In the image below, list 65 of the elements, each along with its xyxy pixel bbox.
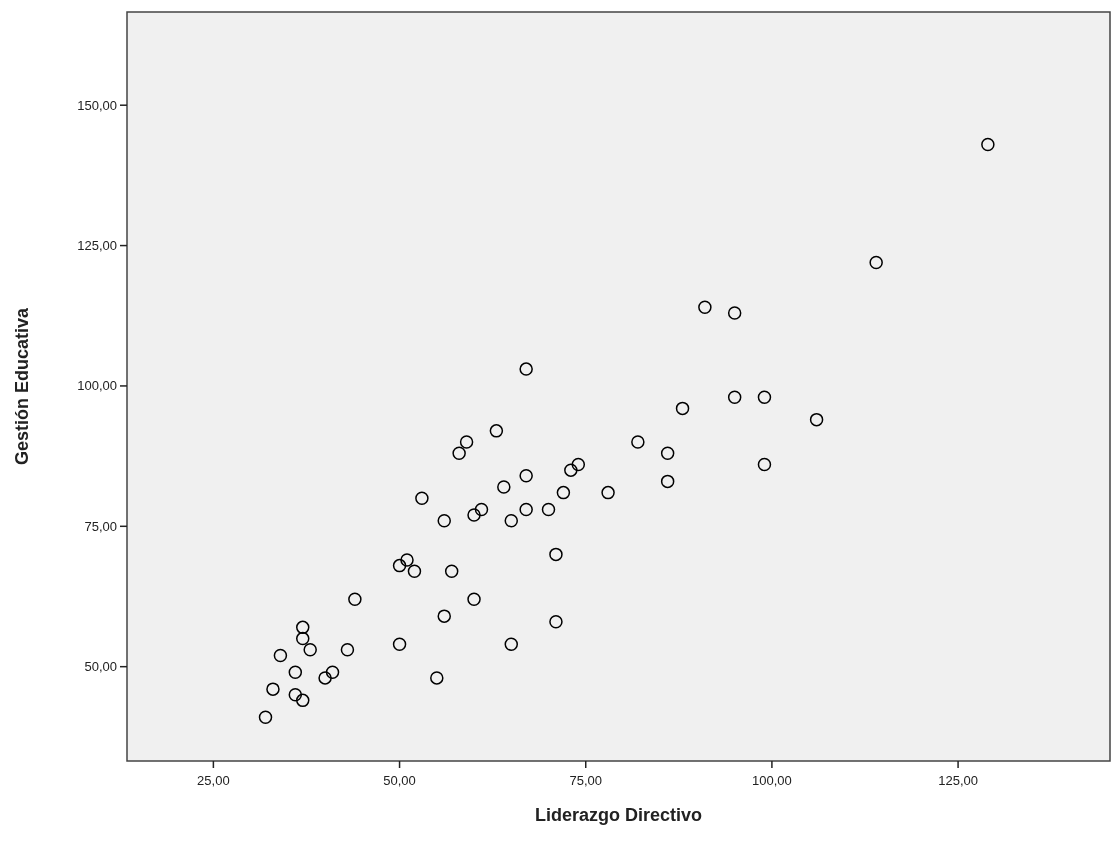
point bbox=[325, 665, 340, 680]
point bbox=[504, 637, 519, 651]
point bbox=[549, 547, 563, 562]
x-axis-title: Liderazgo Directivo bbox=[534, 805, 703, 825]
point bbox=[504, 513, 519, 528]
y-axis-title: Gestión Educativa bbox=[12, 306, 32, 466]
point bbox=[519, 362, 533, 376]
point bbox=[400, 553, 414, 567]
point bbox=[474, 502, 489, 517]
point bbox=[660, 474, 675, 489]
y-tick-label: 150,00 bbox=[77, 97, 117, 113]
x-tick-label: 125,00 bbox=[938, 773, 978, 788]
point bbox=[415, 491, 429, 505]
point bbox=[444, 564, 459, 578]
point bbox=[437, 513, 451, 528]
point bbox=[698, 300, 712, 315]
point bbox=[675, 401, 690, 416]
point bbox=[296, 620, 310, 635]
point bbox=[296, 693, 310, 708]
point bbox=[727, 390, 742, 404]
y-tick-label: 50,00 bbox=[84, 659, 117, 675]
point bbox=[430, 671, 444, 685]
point bbox=[288, 665, 303, 680]
point bbox=[981, 137, 995, 152]
point bbox=[727, 306, 742, 320]
x-tick-label: 75,00 bbox=[569, 773, 603, 788]
point bbox=[601, 485, 615, 500]
x-tick-label: 50,00 bbox=[383, 773, 416, 788]
point bbox=[519, 469, 533, 483]
point bbox=[340, 643, 355, 657]
point bbox=[556, 485, 571, 500]
point bbox=[549, 615, 563, 629]
point bbox=[497, 480, 511, 494]
y-tick-label: 100,00 bbox=[77, 378, 117, 394]
point bbox=[757, 390, 772, 404]
point bbox=[258, 710, 273, 724]
point bbox=[273, 648, 288, 663]
point bbox=[392, 558, 407, 573]
point bbox=[467, 508, 481, 522]
point bbox=[407, 564, 422, 578]
point bbox=[288, 688, 303, 702]
point bbox=[489, 424, 504, 438]
point bbox=[757, 457, 772, 472]
point bbox=[809, 412, 824, 427]
point bbox=[564, 463, 578, 477]
point bbox=[296, 631, 310, 646]
x-tick-label: 25,00 bbox=[197, 773, 230, 788]
point bbox=[660, 446, 675, 461]
point bbox=[541, 502, 556, 517]
x-tick-label: 100,00 bbox=[752, 773, 792, 788]
y-tick-label: 75,00 bbox=[84, 518, 117, 534]
point bbox=[348, 592, 362, 607]
point bbox=[459, 435, 474, 449]
point bbox=[467, 592, 481, 607]
point bbox=[631, 435, 645, 449]
point bbox=[392, 637, 407, 651]
point bbox=[452, 446, 466, 461]
point bbox=[519, 502, 533, 517]
point bbox=[437, 609, 451, 623]
point bbox=[303, 643, 317, 657]
point bbox=[571, 457, 586, 472]
point bbox=[869, 255, 883, 270]
y-tick-label: 125,00 bbox=[77, 238, 117, 254]
point bbox=[266, 682, 280, 696]
point bbox=[318, 671, 332, 685]
